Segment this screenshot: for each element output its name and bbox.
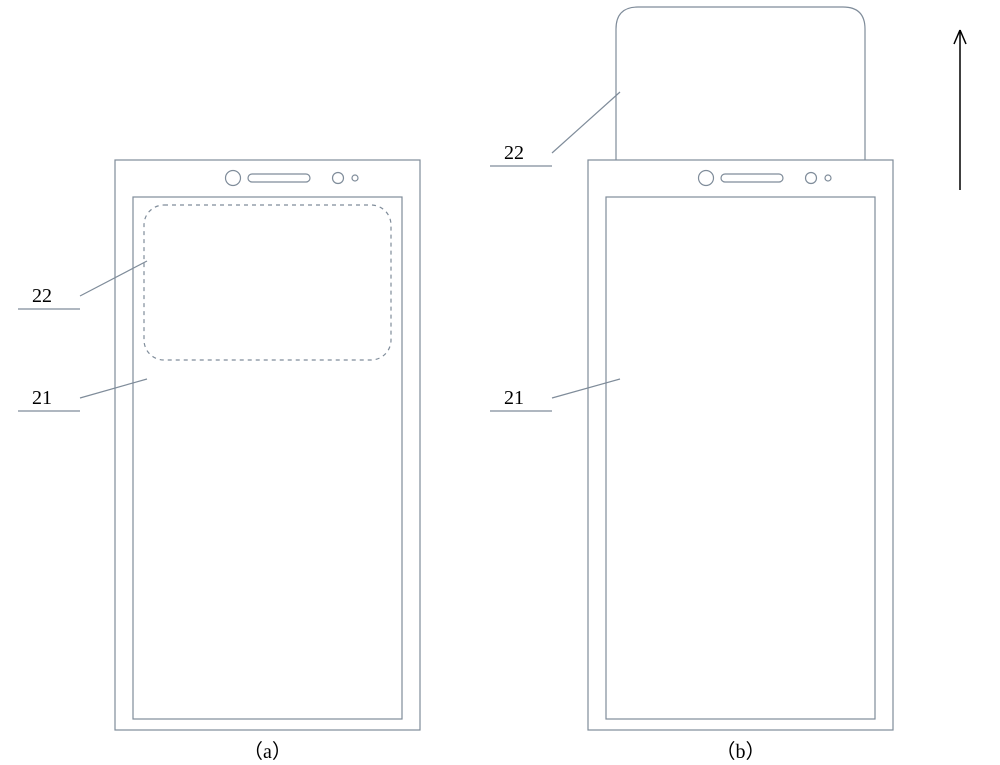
svg-text:22: 22 (32, 285, 52, 307)
svg-text:22: 22 (504, 142, 524, 164)
svg-text:21: 21 (504, 387, 524, 409)
svg-text:（a）: （a） (243, 740, 292, 763)
svg-text:（b）: （b） (716, 740, 766, 763)
svg-text:21: 21 (32, 387, 52, 409)
